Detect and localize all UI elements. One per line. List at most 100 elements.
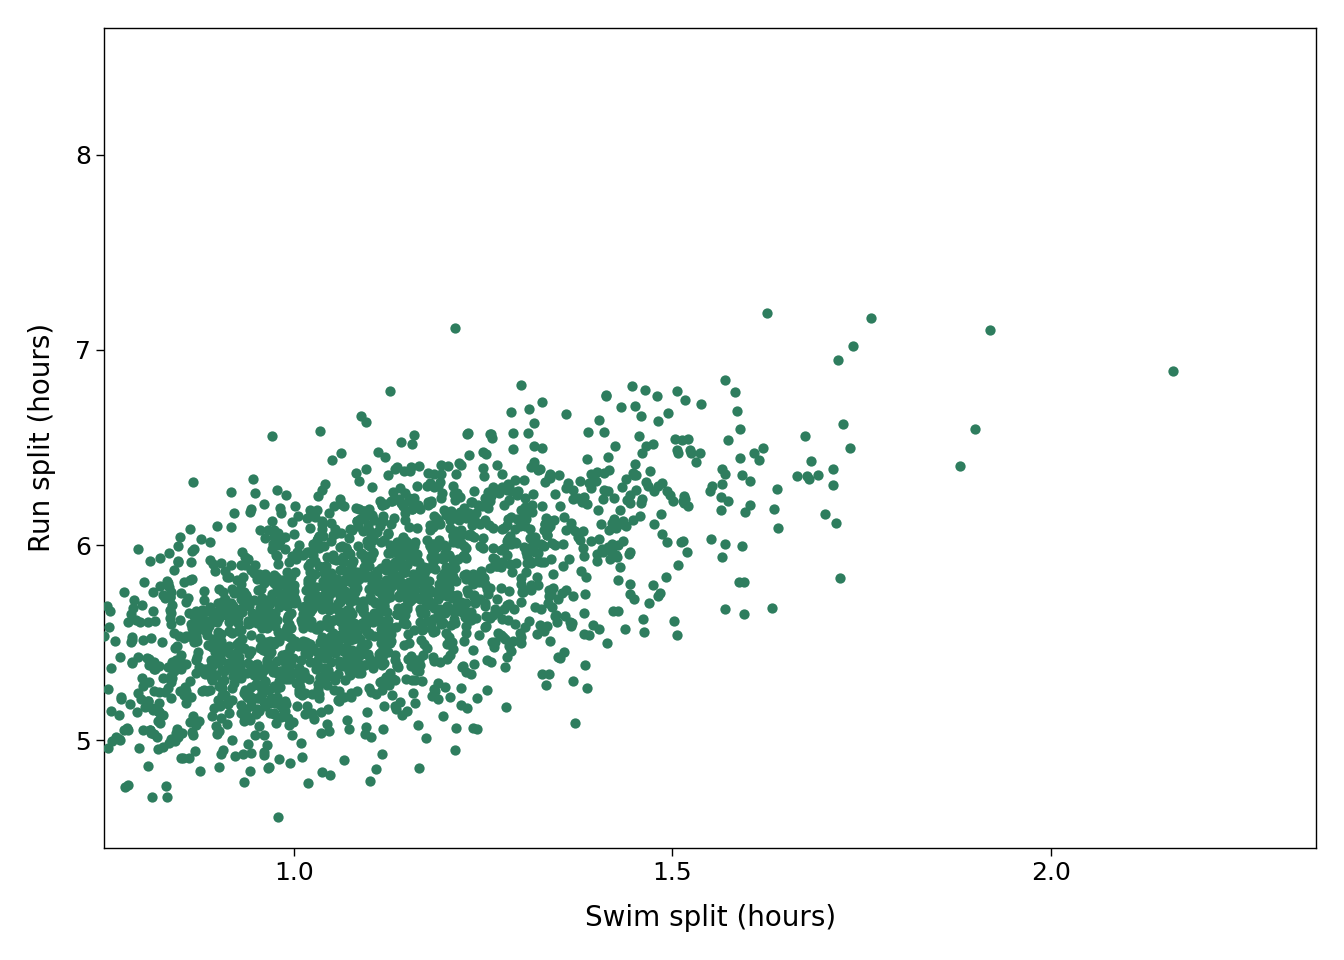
Point [329, 613, 351, 629]
Point [247, 612, 269, 627]
Point [313, 645, 335, 660]
Point [391, 539, 413, 554]
Point [348, 501, 370, 516]
Point [141, 789, 163, 804]
Point [438, 580, 460, 595]
Point [308, 621, 329, 636]
Point [523, 486, 544, 501]
Point [500, 404, 521, 420]
Point [391, 708, 413, 723]
Point [255, 643, 277, 659]
Point [573, 540, 594, 556]
Point [380, 493, 402, 509]
Point [599, 551, 621, 566]
Point [622, 466, 644, 481]
Point [427, 691, 449, 707]
Point [388, 695, 410, 710]
Point [622, 512, 644, 527]
Point [374, 632, 395, 647]
Point [194, 661, 215, 677]
Point [208, 610, 230, 625]
Point [352, 602, 374, 617]
Point [667, 443, 688, 458]
Point [551, 586, 573, 601]
Point [395, 584, 417, 599]
Point [501, 425, 523, 441]
Point [269, 634, 290, 649]
Point [333, 549, 355, 564]
Point [511, 377, 532, 393]
Point [219, 598, 241, 613]
Point [602, 603, 624, 618]
Point [431, 588, 453, 603]
Point [348, 617, 370, 633]
Point [306, 502, 328, 517]
Point [344, 625, 366, 640]
Point [269, 592, 290, 608]
Point [355, 414, 376, 429]
Point [633, 624, 655, 639]
Point [465, 611, 487, 626]
Point [347, 571, 368, 587]
Point [558, 475, 579, 491]
Point [199, 599, 220, 614]
Point [220, 595, 242, 611]
Point [254, 566, 276, 582]
Point [711, 462, 732, 477]
Point [269, 501, 290, 516]
Point [370, 645, 391, 660]
Point [417, 587, 438, 602]
Point [406, 520, 427, 536]
Point [210, 555, 231, 570]
Point [672, 432, 694, 447]
Point [403, 491, 425, 506]
Point [548, 591, 570, 607]
Point [559, 614, 581, 630]
Point [312, 602, 333, 617]
Point [254, 662, 276, 678]
Point [269, 662, 290, 678]
Point [202, 659, 223, 674]
Point [399, 464, 421, 479]
Point [353, 727, 375, 742]
Point [198, 618, 219, 634]
Point [250, 601, 271, 616]
Point [267, 752, 289, 767]
Point [360, 592, 382, 608]
Point [324, 612, 345, 627]
Point [515, 512, 536, 527]
Point [405, 554, 426, 569]
Point [371, 643, 392, 659]
Point [306, 532, 328, 547]
Point [379, 585, 401, 600]
Point [421, 549, 442, 564]
Point [413, 647, 434, 662]
Point [305, 621, 327, 636]
Point [464, 483, 485, 498]
Point [388, 589, 410, 605]
Point [499, 638, 520, 654]
Point [297, 776, 319, 791]
Point [306, 654, 328, 669]
Point [395, 533, 417, 548]
Point [423, 683, 445, 698]
Point [277, 576, 298, 591]
Point [422, 554, 444, 569]
Point [429, 655, 450, 670]
Point [243, 667, 265, 683]
Point [423, 654, 445, 669]
Point [253, 694, 274, 709]
Point [337, 658, 359, 673]
Point [358, 680, 379, 695]
Point [281, 638, 302, 654]
Point [427, 591, 449, 607]
Point [374, 639, 395, 655]
Point [374, 599, 395, 614]
Point [214, 639, 235, 655]
Point [339, 632, 360, 647]
Point [234, 585, 255, 600]
Point [168, 730, 190, 745]
Point [128, 541, 149, 557]
Point [302, 640, 324, 656]
Point [238, 598, 259, 613]
